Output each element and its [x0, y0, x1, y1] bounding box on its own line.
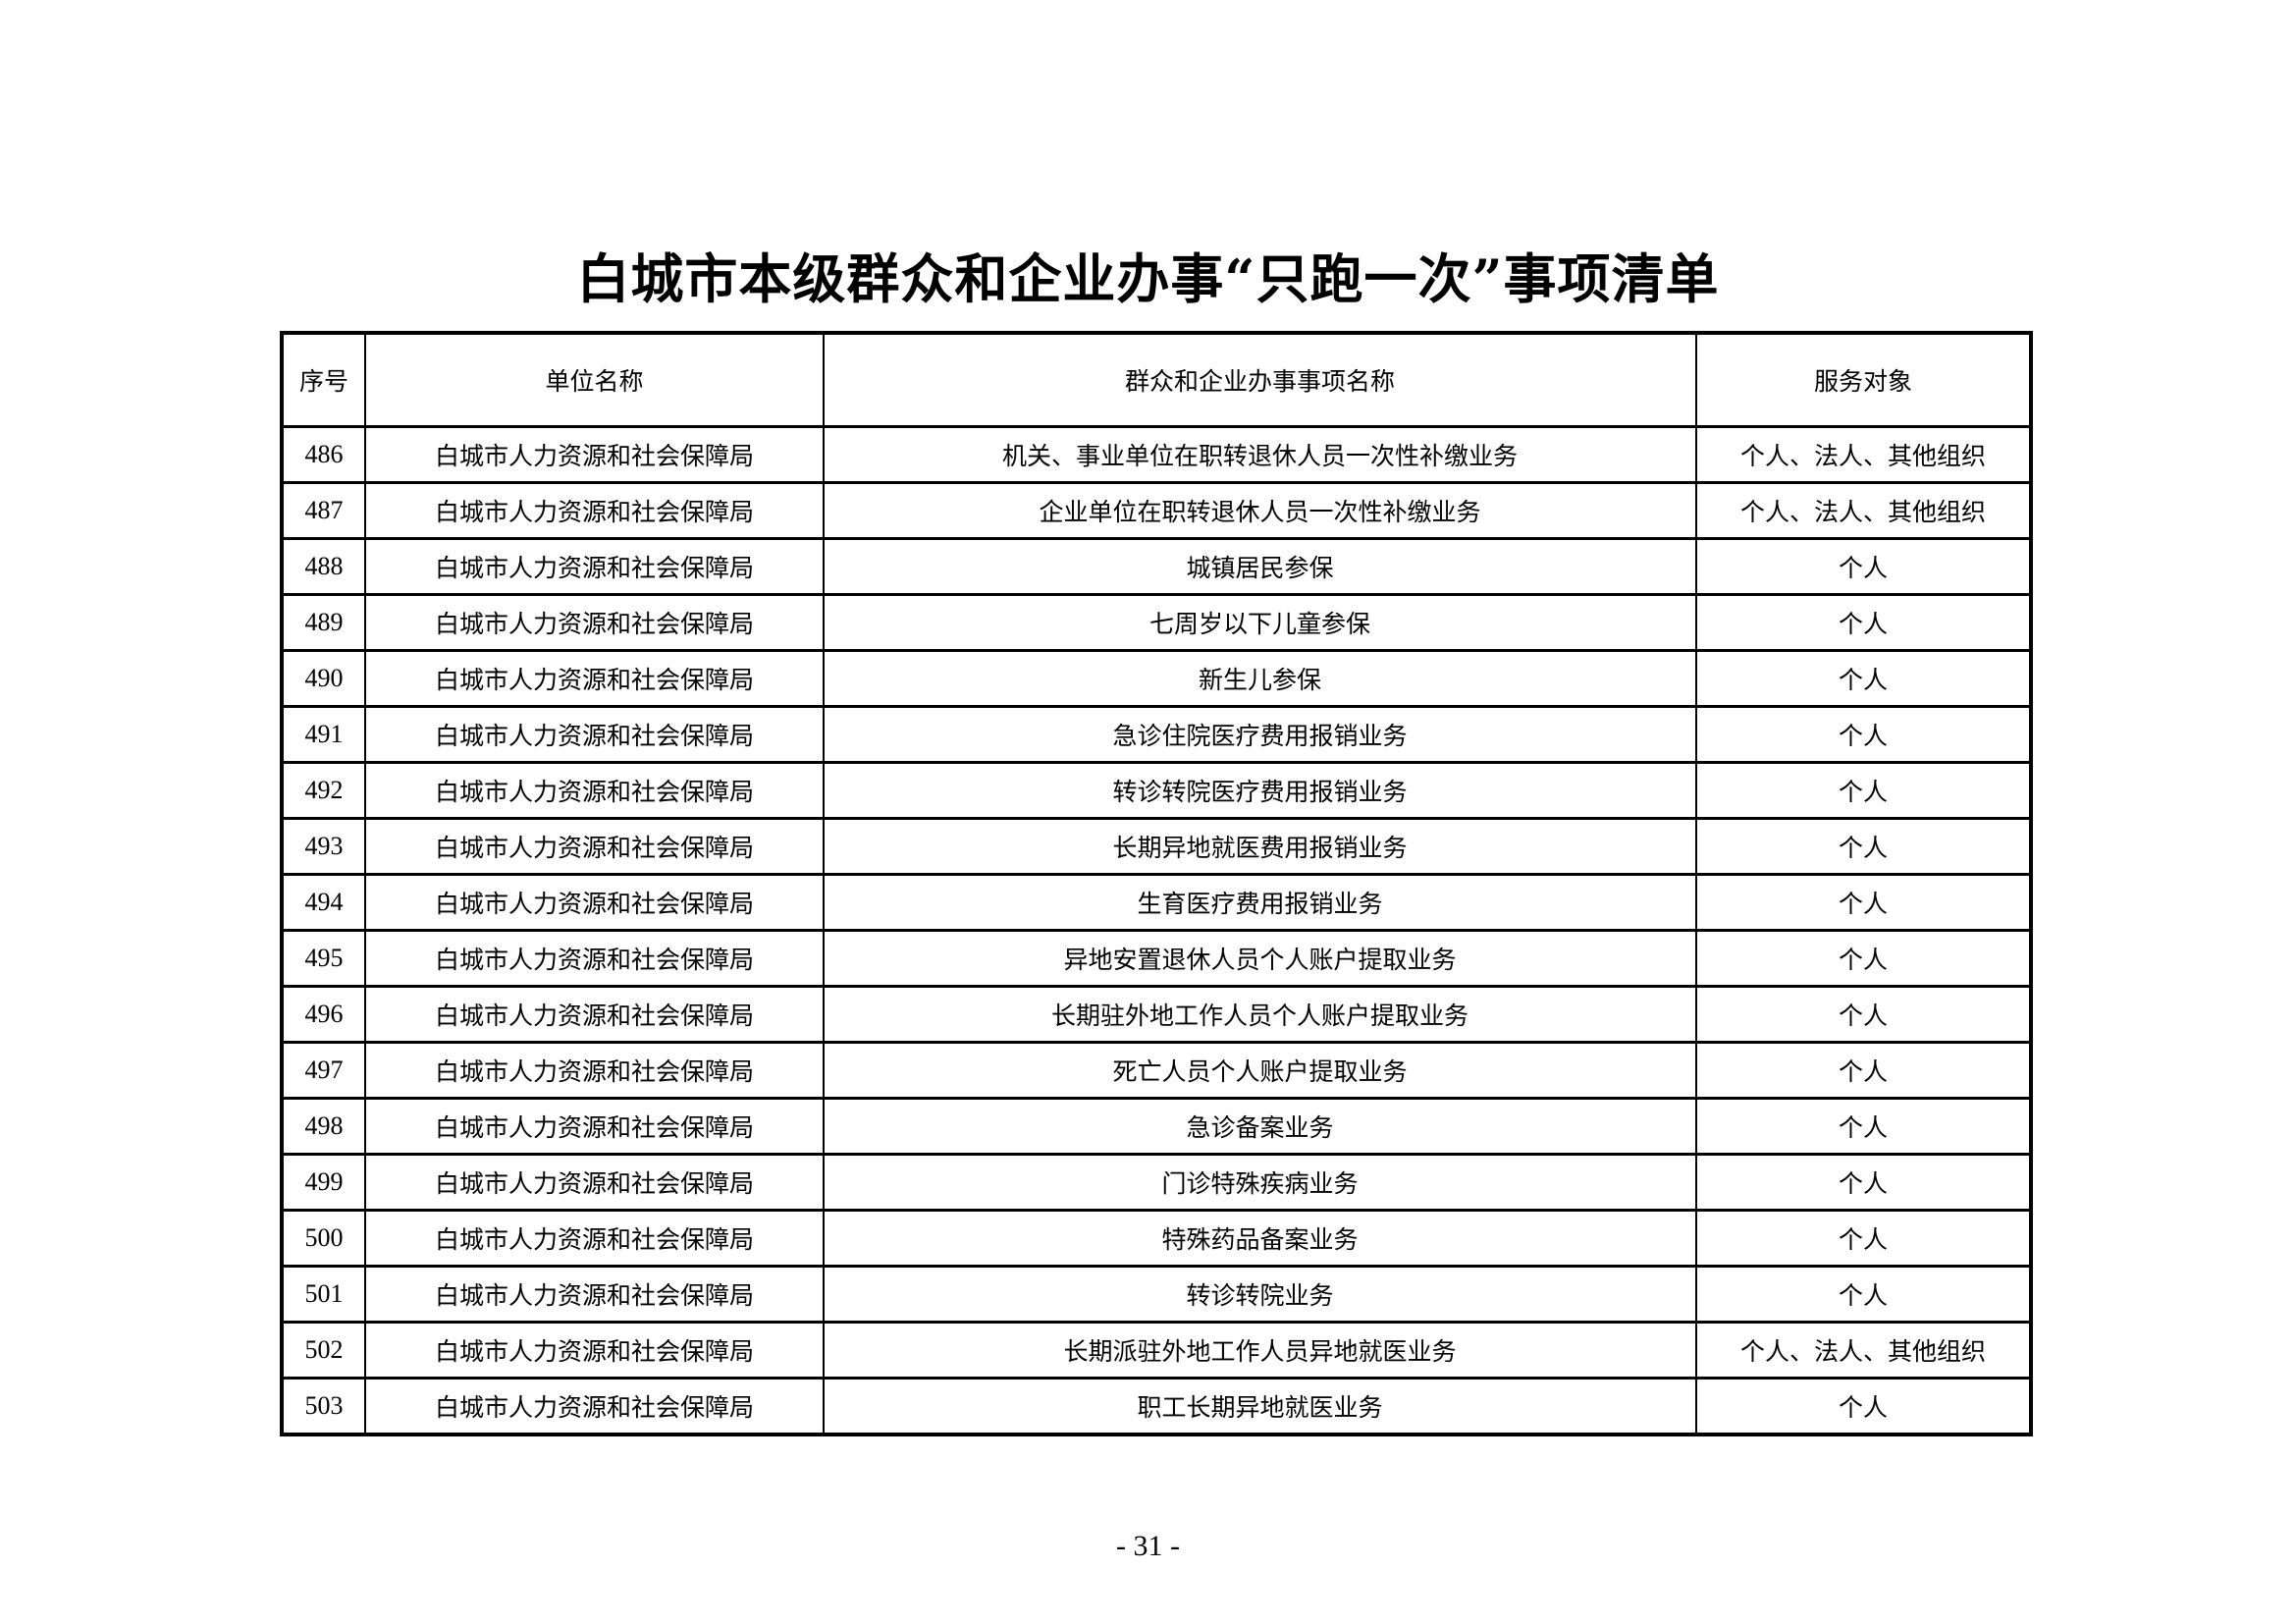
cell-item-name: 特殊药品备案业务 — [823, 1209, 1697, 1268]
table-row: 496 白城市人力资源和社会保障局 长期驻外地工作人员个人账户提取业务 个人 — [281, 985, 2032, 1044]
table-row: 493 白城市人力资源和社会保障局 长期异地就医费用报销业务 个人 — [281, 817, 2032, 876]
cell-service-target: 个人 — [1695, 873, 2032, 932]
table-row: 492 白城市人力资源和社会保障局 转诊转院医疗费用报销业务 个人 — [281, 761, 2032, 820]
cell-unit-name: 白城市人力资源和社会保障局 — [364, 593, 825, 652]
cell-unit-name: 白城市人力资源和社会保障局 — [364, 1321, 825, 1380]
cell-item-name: 生育医疗费用报销业务 — [823, 873, 1697, 932]
table-row: 501 白城市人力资源和社会保障局 转诊转院业务 个人 — [281, 1265, 2032, 1324]
cell-index: 492 — [281, 761, 366, 820]
cell-unit-name: 白城市人力资源和社会保障局 — [364, 425, 825, 484]
header-item-name: 群众和企业办事事项名称 — [823, 331, 1697, 428]
cell-service-target: 个人 — [1695, 537, 2032, 596]
cell-service-target: 个人 — [1695, 593, 2032, 652]
table-row: 494 白城市人力资源和社会保障局 生育医疗费用报销业务 个人 — [281, 873, 2032, 932]
cell-service-target: 个人 — [1695, 985, 2032, 1044]
cell-unit-name: 白城市人力资源和社会保障局 — [364, 1265, 825, 1324]
cell-service-target: 个人 — [1695, 1097, 2032, 1156]
header-index: 序号 — [281, 331, 366, 428]
cell-item-name: 长期驻外地工作人员个人账户提取业务 — [823, 985, 1697, 1044]
cell-unit-name: 白城市人力资源和社会保障局 — [364, 1041, 825, 1100]
cell-index: 488 — [281, 537, 366, 596]
header-service-target: 服务对象 — [1695, 331, 2032, 428]
cell-index: 493 — [281, 817, 366, 876]
table-row: 503 白城市人力资源和社会保障局 职工长期异地就医业务 个人 — [281, 1377, 2032, 1436]
cell-item-name: 转诊转院医疗费用报销业务 — [823, 761, 1697, 820]
cell-service-target: 个人、法人、其他组织 — [1695, 425, 2032, 484]
cell-index: 496 — [281, 985, 366, 1044]
cell-unit-name: 白城市人力资源和社会保障局 — [364, 705, 825, 764]
cell-index: 494 — [281, 873, 366, 932]
cell-service-target: 个人 — [1695, 705, 2032, 764]
cell-service-target: 个人 — [1695, 761, 2032, 820]
cell-item-name: 新生儿参保 — [823, 649, 1697, 708]
cell-item-name: 长期异地就医费用报销业务 — [823, 817, 1697, 876]
cell-unit-name: 白城市人力资源和社会保障局 — [364, 985, 825, 1044]
cell-unit-name: 白城市人力资源和社会保障局 — [364, 649, 825, 708]
cell-index: 495 — [281, 929, 366, 988]
table-row: 487 白城市人力资源和社会保障局 企业单位在职转退休人员一次性补缴业务 个人、法人、… — [281, 481, 2032, 540]
cell-service-target: 个人 — [1695, 929, 2032, 988]
cell-unit-name: 白城市人力资源和社会保障局 — [364, 817, 825, 876]
cell-index: 502 — [281, 1321, 366, 1380]
table-row: 498 白城市人力资源和社会保障局 急诊备案业务 个人 — [281, 1097, 2032, 1156]
service-items-table: 序号 单位名称 群众和企业办事事项名称 服务对象 486 白城市人力资源和社会保障… — [280, 331, 2033, 1436]
cell-unit-name: 白城市人力资源和社会保障局 — [364, 873, 825, 932]
table-row: 499 白城市人力资源和社会保障局 门诊特殊疾病业务 个人 — [281, 1153, 2032, 1212]
cell-unit-name: 白城市人力资源和社会保障局 — [364, 1209, 825, 1268]
header-unit-name: 单位名称 — [364, 331, 825, 428]
table-row: 489 白城市人力资源和社会保障局 七周岁以下儿童参保 个人 — [281, 593, 2032, 652]
table-row: 495 白城市人力资源和社会保障局 异地安置退休人员个人账户提取业务 个人 — [281, 929, 2032, 988]
table-row: 488 白城市人力资源和社会保障局 城镇居民参保 个人 — [281, 537, 2032, 596]
cell-item-name: 死亡人员个人账户提取业务 — [823, 1041, 1697, 1100]
table-row: 490 白城市人力资源和社会保障局 新生儿参保 个人 — [281, 649, 2032, 708]
table-header-row: 序号 单位名称 群众和企业办事事项名称 服务对象 — [281, 331, 2032, 428]
cell-item-name: 企业单位在职转退休人员一次性补缴业务 — [823, 481, 1697, 540]
cell-unit-name: 白城市人力资源和社会保障局 — [364, 1153, 825, 1212]
cell-index: 487 — [281, 481, 366, 540]
cell-service-target: 个人 — [1695, 817, 2032, 876]
cell-index: 497 — [281, 1041, 366, 1100]
cell-unit-name: 白城市人力资源和社会保障局 — [364, 1377, 825, 1436]
cell-item-name: 职工长期异地就医业务 — [823, 1377, 1697, 1436]
table-row: 491 白城市人力资源和社会保障局 急诊住院医疗费用报销业务 个人 — [281, 705, 2032, 764]
cell-item-name: 急诊住院医疗费用报销业务 — [823, 705, 1697, 764]
cell-service-target: 个人 — [1695, 1041, 2032, 1100]
cell-service-target: 个人 — [1695, 1377, 2032, 1436]
table-row: 500 白城市人力资源和社会保障局 特殊药品备案业务 个人 — [281, 1209, 2032, 1268]
cell-service-target: 个人 — [1695, 1265, 2032, 1324]
cell-index: 486 — [281, 425, 366, 484]
cell-item-name: 七周岁以下儿童参保 — [823, 593, 1697, 652]
cell-service-target: 个人、法人、其他组织 — [1695, 481, 2032, 540]
cell-service-target: 个人、法人、其他组织 — [1695, 1321, 2032, 1380]
cell-unit-name: 白城市人力资源和社会保障局 — [364, 929, 825, 988]
table-row: 497 白城市人力资源和社会保障局 死亡人员个人账户提取业务 个人 — [281, 1041, 2032, 1100]
cell-item-name: 转诊转院业务 — [823, 1265, 1697, 1324]
page-title: 白城市本级群众和企业办事“只跑一次”事项清单 — [576, 247, 1720, 310]
cell-item-name: 门诊特殊疾病业务 — [823, 1153, 1697, 1212]
cell-item-name: 城镇居民参保 — [823, 537, 1697, 596]
cell-index: 491 — [281, 705, 366, 764]
cell-index: 501 — [281, 1265, 366, 1324]
cell-item-name: 机关、事业单位在职转退休人员一次性补缴业务 — [823, 425, 1697, 484]
cell-service-target: 个人 — [1695, 1153, 2032, 1212]
cell-index: 489 — [281, 593, 366, 652]
cell-item-name: 异地安置退休人员个人账户提取业务 — [823, 929, 1697, 988]
table-row: 502 白城市人力资源和社会保障局 长期派驻外地工作人员异地就医业务 个人、法人、其他… — [281, 1321, 2032, 1380]
table-row: 486 白城市人力资源和社会保障局 机关、事业单位在职转退休人员一次性补缴业务 个人、… — [281, 425, 2032, 484]
cell-index: 503 — [281, 1377, 366, 1436]
cell-index: 500 — [281, 1209, 366, 1268]
cell-unit-name: 白城市人力资源和社会保障局 — [364, 481, 825, 540]
cell-index: 498 — [281, 1097, 366, 1156]
page-number: - 31 - — [1116, 1530, 1180, 1562]
cell-item-name: 长期派驻外地工作人员异地就医业务 — [823, 1321, 1697, 1380]
cell-service-target: 个人 — [1695, 649, 2032, 708]
cell-item-name: 急诊备案业务 — [823, 1097, 1697, 1156]
cell-index: 490 — [281, 649, 366, 708]
cell-index: 499 — [281, 1153, 366, 1212]
cell-unit-name: 白城市人力资源和社会保障局 — [364, 1097, 825, 1156]
cell-service-target: 个人 — [1695, 1209, 2032, 1268]
cell-unit-name: 白城市人力资源和社会保障局 — [364, 537, 825, 596]
cell-unit-name: 白城市人力资源和社会保障局 — [364, 761, 825, 820]
